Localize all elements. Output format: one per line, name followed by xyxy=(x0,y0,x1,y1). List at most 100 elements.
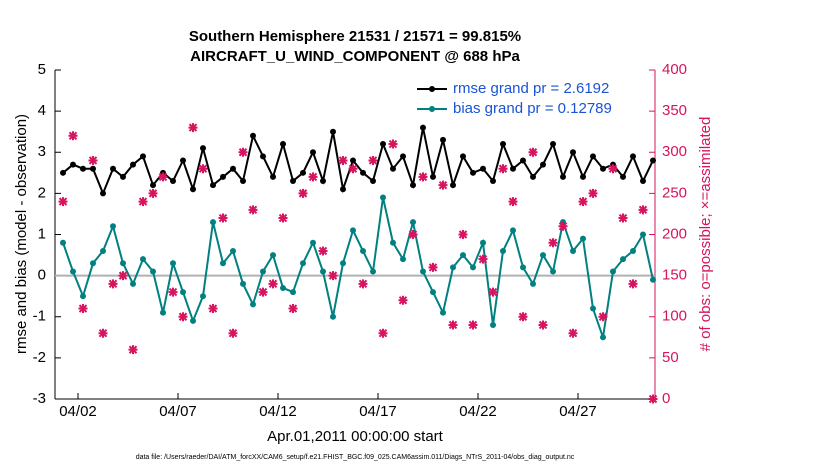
obs-marker xyxy=(338,155,348,165)
obs-marker xyxy=(548,238,558,248)
point xyxy=(570,247,576,254)
obs-marker xyxy=(168,287,178,297)
obs-marker xyxy=(388,139,398,149)
point xyxy=(200,293,206,300)
point xyxy=(560,173,566,180)
point xyxy=(580,235,586,242)
y2-axis-label: # of obs: o=possible; ×=assimilated xyxy=(697,117,714,352)
y-tick-label: 4 xyxy=(38,102,46,119)
point xyxy=(430,173,436,180)
point xyxy=(390,239,396,246)
point xyxy=(650,276,656,283)
point xyxy=(190,186,196,193)
obs-marker xyxy=(478,254,488,264)
y-tick-label: -2 xyxy=(33,349,46,366)
point xyxy=(300,260,306,267)
point xyxy=(460,153,466,160)
point xyxy=(150,182,156,189)
obs-marker xyxy=(78,304,88,314)
point xyxy=(410,219,416,226)
point xyxy=(650,157,656,164)
point xyxy=(240,178,246,185)
obs-marker xyxy=(308,172,318,182)
point xyxy=(600,334,606,341)
obs-marker xyxy=(598,312,608,322)
point xyxy=(550,268,556,275)
point xyxy=(370,268,376,275)
point xyxy=(470,169,476,176)
point xyxy=(510,227,516,234)
y2-tick-label: 150 xyxy=(662,267,687,284)
point xyxy=(120,260,126,267)
point xyxy=(590,153,596,160)
obs-marker xyxy=(588,188,598,198)
point xyxy=(610,268,616,275)
obs-marker xyxy=(208,304,218,314)
point xyxy=(270,173,276,180)
obs-marker xyxy=(138,197,148,207)
x-tick-label: 04/27 xyxy=(559,403,597,420)
point xyxy=(500,247,506,254)
point xyxy=(150,268,156,275)
x-tick-label: 04/07 xyxy=(159,403,197,420)
obs-marker xyxy=(218,213,228,223)
point xyxy=(580,173,586,180)
point xyxy=(350,157,356,164)
point xyxy=(360,169,366,176)
obs-marker xyxy=(108,279,118,289)
point xyxy=(540,161,546,168)
point xyxy=(220,173,226,180)
y-axis-label: rmse and bias (model - observation) xyxy=(13,114,30,354)
obs-marker xyxy=(498,164,508,174)
y-tick-label: 2 xyxy=(38,184,46,201)
point xyxy=(120,173,126,180)
point xyxy=(590,305,596,312)
point xyxy=(290,289,296,296)
y2-tick-label: 350 xyxy=(662,102,687,119)
point xyxy=(520,157,526,164)
point xyxy=(530,173,536,180)
point xyxy=(60,239,66,246)
point xyxy=(260,153,266,160)
point xyxy=(340,260,346,267)
obs-marker xyxy=(228,328,238,338)
point xyxy=(390,165,396,172)
obs-marker xyxy=(328,271,338,281)
point xyxy=(290,178,296,185)
obs-marker xyxy=(528,147,538,157)
point xyxy=(210,182,216,189)
point xyxy=(630,153,636,160)
point xyxy=(280,284,286,291)
point xyxy=(180,157,186,164)
obs-marker xyxy=(618,213,628,223)
point xyxy=(490,178,496,185)
point xyxy=(460,252,466,259)
obs-marker xyxy=(608,164,618,174)
point xyxy=(420,124,426,131)
point xyxy=(400,256,406,263)
series-line xyxy=(62,197,654,338)
legend-dot xyxy=(429,106,435,112)
y-tick-label: -1 xyxy=(33,308,46,325)
point xyxy=(190,317,196,324)
y-tick-label: -3 xyxy=(33,390,46,407)
point xyxy=(330,313,336,320)
obs-marker xyxy=(408,230,418,239)
point xyxy=(550,141,556,148)
x-tick-label: 04/17 xyxy=(359,403,397,420)
point xyxy=(250,132,256,139)
x-tick-label: 04/22 xyxy=(459,403,497,420)
obs-marker xyxy=(98,328,108,338)
obs-marker xyxy=(278,213,288,223)
obs-marker xyxy=(418,172,428,182)
point xyxy=(440,136,446,143)
obs-marker xyxy=(518,312,528,322)
obs-marker xyxy=(268,279,278,289)
y2-tick-label: 200 xyxy=(662,225,687,242)
legend-label: bias grand pr = 0.12789 xyxy=(453,100,612,117)
obs-marker xyxy=(298,188,308,198)
point xyxy=(620,256,626,263)
point xyxy=(620,173,626,180)
point xyxy=(600,165,606,172)
